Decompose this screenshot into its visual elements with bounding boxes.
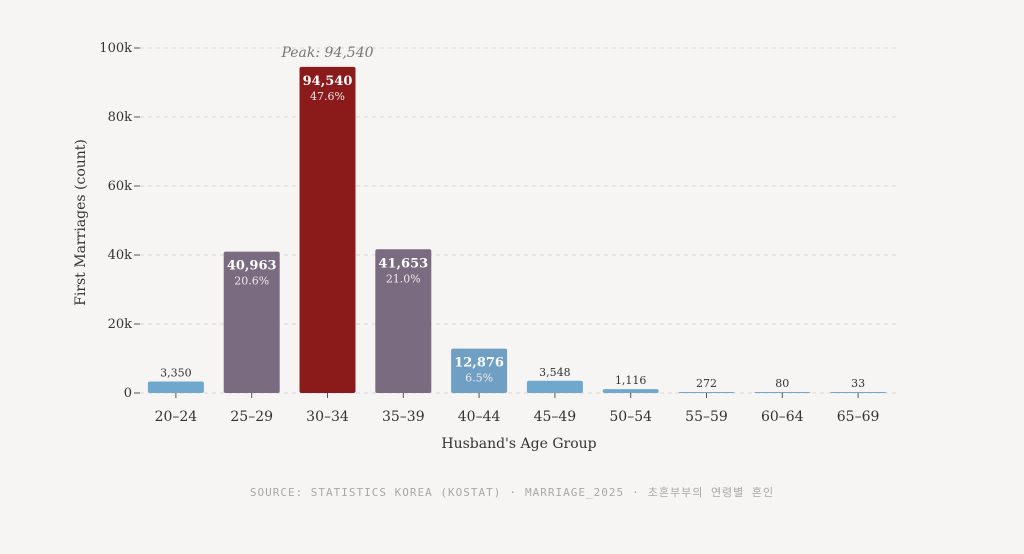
x-tick-label: 30–34	[306, 409, 349, 425]
bars	[147, 66, 887, 393]
korean-subtitle: 초혼부부의 연령별 혼인	[647, 486, 775, 499]
gridlines	[140, 47, 898, 394]
data-label: 40,963	[227, 259, 277, 274]
data-label: 33	[851, 377, 865, 390]
x-tick-label: 25–29	[230, 409, 273, 425]
x-tick-label: 50–54	[609, 409, 652, 425]
bar	[451, 348, 508, 393]
x-tick-label: 45–49	[534, 409, 577, 425]
y-tick-label: 20k	[108, 317, 133, 332]
x-tick-label: 60–64	[761, 409, 804, 425]
data-label: 80	[775, 377, 789, 390]
data-label: 3,548	[539, 366, 571, 379]
dataset-text: MARRIAGE_2025	[525, 486, 625, 499]
source-footer: SOURCE: STATISTICS KOREA (KOSTAT) · MARRIA…	[249, 486, 775, 499]
x-axis-label: Husband's Age Group	[441, 436, 596, 452]
bar	[602, 389, 659, 393]
percent-label: 20.6%	[234, 275, 269, 288]
y-tick-label: 100k	[99, 41, 132, 56]
percent-label: 47.6%	[310, 90, 345, 103]
source-text: SOURCE: STATISTICS KOREA (KOSTAT)	[249, 486, 502, 499]
bar	[678, 392, 735, 393]
data-label: 94,540	[303, 74, 353, 89]
y-tick-label: 40k	[108, 248, 133, 263]
bar	[223, 251, 280, 393]
data-label: 1,116	[615, 374, 647, 387]
data-label: 41,653	[378, 256, 428, 271]
axes: 0 20k 40k 60k 80k 100k First Marriages (count)…	[73, 41, 879, 452]
data-label: 272	[696, 377, 717, 390]
x-tick-label: 55–59	[685, 409, 728, 425]
percent-label: 6.5%	[465, 372, 493, 385]
y-tick-label: 0	[124, 386, 132, 401]
y-tick-label: 80k	[108, 110, 133, 125]
bar	[754, 392, 811, 393]
bar	[299, 66, 356, 393]
data-label: 3,350	[160, 366, 192, 379]
percent-label: 21.0%	[386, 272, 421, 285]
y-axis-label: First Marriages (count)	[73, 139, 89, 306]
bar	[526, 380, 583, 393]
peak-annotation: Peak: 94,540	[280, 45, 373, 61]
x-tick-label: 65–69	[837, 409, 880, 425]
data-label: 12,876	[454, 356, 504, 371]
x-tick-label: 20–24	[155, 409, 198, 425]
x-tick-label: 35–39	[382, 409, 425, 425]
bar	[375, 249, 432, 393]
y-tick-label: 60k	[108, 179, 133, 194]
x-tick-label: 40–44	[458, 409, 501, 425]
bar	[147, 381, 204, 393]
bar	[830, 392, 887, 393]
